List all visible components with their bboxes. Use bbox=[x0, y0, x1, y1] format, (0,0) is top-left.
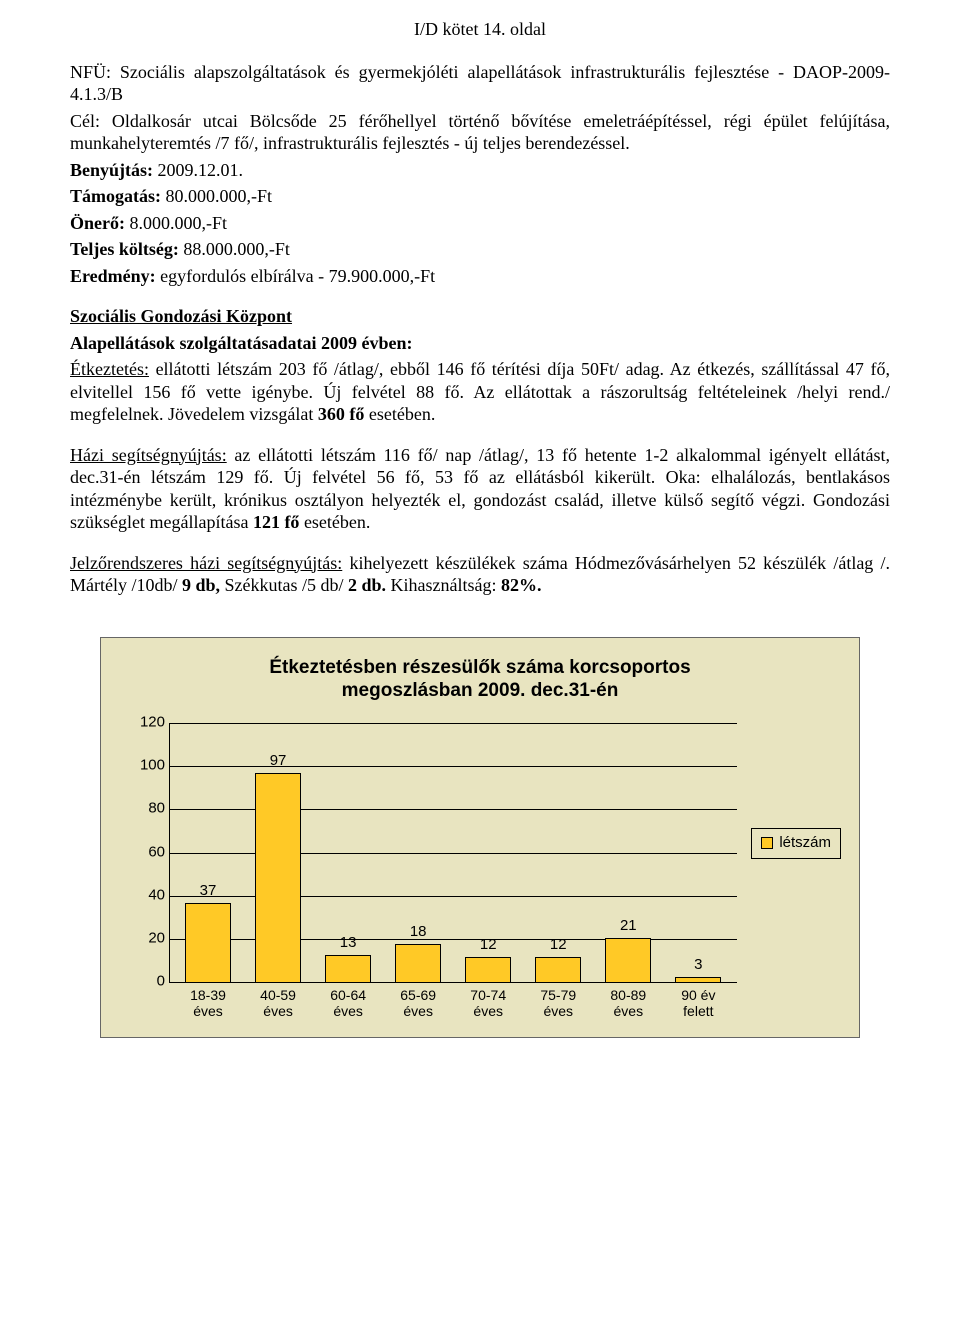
page-header: I/D kötet 14. oldal bbox=[70, 18, 890, 41]
para-hazi: Házi segítségnyújtás: az ellátotti létsz… bbox=[70, 444, 890, 534]
x-tick-label: 90 évfelett bbox=[663, 987, 733, 1019]
y-tick-label: 20 bbox=[132, 929, 165, 948]
label-onero: Önerő: bbox=[70, 213, 125, 233]
para-teljes: Teljes költség: 88.000.000,-Ft bbox=[70, 238, 890, 261]
bar-rect bbox=[605, 938, 651, 984]
text-jelzo-b2: 2 db. bbox=[348, 575, 386, 595]
bar-rect bbox=[325, 955, 371, 983]
bar-rect bbox=[185, 903, 231, 983]
bars-container: 37 97 13 18 12 12 21 3 bbox=[169, 723, 737, 983]
para-alapell-title: Alapellátások szolgáltatásadatai 2009 év… bbox=[70, 332, 890, 355]
para-eredmeny: Eredmény: egyfordulós elbírálva - 79.900… bbox=[70, 265, 890, 288]
chart-title: Étkeztetésben részesülők száma korcsopor… bbox=[119, 656, 841, 704]
x-tick-label: 70-74éves bbox=[453, 987, 523, 1019]
x-tick-label: 40-59éves bbox=[243, 987, 313, 1019]
x-tick-label: 75-79éves bbox=[523, 987, 593, 1019]
bar-value-label: 18 bbox=[410, 923, 427, 942]
x-tick-label: 60-64éves bbox=[313, 987, 383, 1019]
para-etk: Étkeztetés: ellátotti létszám 203 fő /át… bbox=[70, 358, 890, 426]
bar-rect bbox=[255, 773, 301, 983]
text-etk-3c: esetében. bbox=[364, 404, 435, 424]
bar-value-label: 21 bbox=[620, 917, 637, 936]
y-tick-label: 60 bbox=[132, 843, 165, 862]
para-tamogatas: Támogatás: 80.000.000,-Ft bbox=[70, 185, 890, 208]
y-tick-label: 0 bbox=[132, 973, 165, 992]
y-tick-label: 100 bbox=[132, 757, 165, 776]
text-hazi-b: 121 fő bbox=[253, 512, 300, 532]
text-jelzo-b3: 82%. bbox=[501, 575, 542, 595]
bar-value-label: 97 bbox=[270, 752, 287, 771]
bar-slot: 12 bbox=[453, 723, 523, 983]
label-eredmeny: Eredmény: bbox=[70, 266, 156, 286]
plot-wrap: 020406080100120 379713181212213 18-39éve… bbox=[119, 723, 737, 1019]
x-tick-label: 65-69éves bbox=[383, 987, 453, 1019]
label-teljes: Teljes költség: bbox=[70, 239, 179, 259]
value-benyujtas: 2009.12.01. bbox=[153, 160, 243, 180]
bar-value-label: 37 bbox=[200, 882, 217, 901]
value-tamogatas: 80.000.000,-Ft bbox=[161, 186, 272, 206]
bar-slot: 37 bbox=[173, 723, 243, 983]
x-tick-label: 18-39éves bbox=[173, 987, 243, 1019]
bar-slot: 3 bbox=[663, 723, 733, 983]
text-jelzo-b1: 9 db, bbox=[182, 575, 220, 595]
bar-rect bbox=[395, 944, 441, 983]
value-onero: 8.000.000,-Ft bbox=[125, 213, 227, 233]
label-jelzo: Jelzőrendszeres házi segítségnyújtás: bbox=[70, 553, 342, 573]
para-nfu-title: NFÜ: Szociális alapszolgáltatások és gye… bbox=[70, 61, 890, 106]
bar-slot: 97 bbox=[243, 723, 313, 983]
y-tick-label: 40 bbox=[132, 886, 165, 905]
chart-title-l2: megoszlásban 2009. dec.31-én bbox=[342, 680, 619, 701]
legend-label: létszám bbox=[779, 834, 831, 853]
text-jelzo-2: Székkutas /5 db/ bbox=[220, 575, 348, 595]
chart-legend: létszám bbox=[751, 828, 841, 859]
label-hazi: Házi segítségnyújtás: bbox=[70, 445, 227, 465]
label-tamogatas: Támogatás: bbox=[70, 186, 161, 206]
legend-swatch bbox=[761, 837, 773, 849]
bar-value-label: 12 bbox=[550, 936, 567, 955]
document-page: I/D kötet 14. oldal NFÜ: Szociális alaps… bbox=[0, 0, 960, 1078]
para-jelzo: Jelzőrendszeres házi segítségnyújtás: ki… bbox=[70, 552, 890, 597]
para-cel: Cél: Oldalkosár utcai Bölcsőde 25 férőhe… bbox=[70, 110, 890, 155]
para-onero: Önerő: 8.000.000,-Ft bbox=[70, 212, 890, 235]
label-benyujtas: Benyújtás: bbox=[70, 160, 153, 180]
y-tick-label: 80 bbox=[132, 800, 165, 819]
value-eredmeny: egyfordulós elbírálva - 79.900.000,-Ft bbox=[156, 266, 435, 286]
para-benyujtas: Benyújtás: 2009.12.01. bbox=[70, 159, 890, 182]
bar-slot: 13 bbox=[313, 723, 383, 983]
bar-value-label: 12 bbox=[480, 936, 497, 955]
bar-value-label: 3 bbox=[694, 956, 702, 975]
bar-rect bbox=[675, 977, 721, 984]
bar-slot: 18 bbox=[383, 723, 453, 983]
section-title: Szociális Gondozási Központ bbox=[70, 305, 890, 328]
chart-title-l1: Étkeztetésben részesülők száma korcsopor… bbox=[269, 657, 690, 678]
label-etkeztetes: Étkeztetés: bbox=[70, 359, 149, 379]
bar-rect bbox=[535, 957, 581, 983]
text-jelzo-3: Kihasználtság: bbox=[386, 575, 501, 595]
text-hazi-2: esetében. bbox=[299, 512, 370, 532]
y-tick-label: 120 bbox=[132, 714, 165, 733]
x-tick-label: 80-89éves bbox=[593, 987, 663, 1019]
bar-slot: 21 bbox=[593, 723, 663, 983]
chart-body: 020406080100120 379713181212213 18-39éve… bbox=[119, 723, 841, 1019]
x-axis: 18-39éves40-59éves60-64éves65-69éves70-7… bbox=[169, 983, 737, 1019]
value-teljes: 88.000.000,-Ft bbox=[179, 239, 290, 259]
bar-rect bbox=[465, 957, 511, 983]
chart-container: Étkeztetésben részesülők száma korcsopor… bbox=[100, 637, 860, 1039]
text-etk-3b: 360 fő bbox=[318, 404, 365, 424]
bar-slot: 12 bbox=[523, 723, 593, 983]
plot-area: 020406080100120 379713181212213 bbox=[169, 723, 737, 983]
bar-value-label: 13 bbox=[340, 934, 357, 953]
